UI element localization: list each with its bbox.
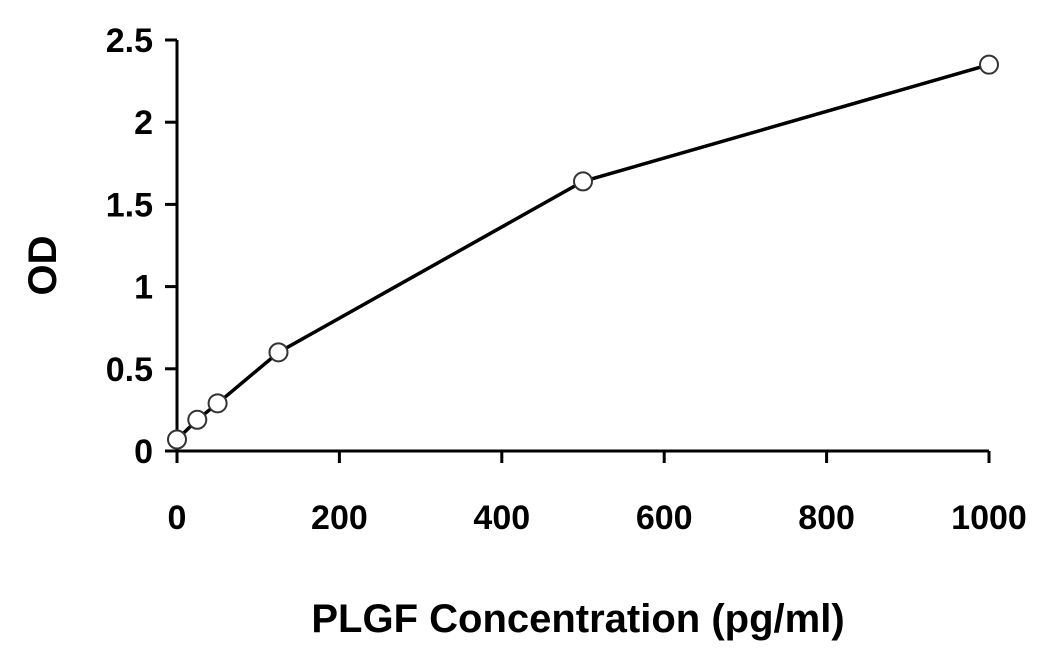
x-tick-label: 600 <box>636 499 693 537</box>
series-group <box>167 54 999 450</box>
y-tick-label: 2.5 <box>106 22 153 60</box>
x-tick-label: 800 <box>798 499 855 537</box>
x-axis-title: PLGF Concentration (pg/ml) <box>311 597 844 641</box>
data-point <box>187 409 208 430</box>
data-point <box>268 342 289 363</box>
data-point <box>979 54 999 75</box>
x-axis-ticks: 0 200 400 600 800 1000 <box>168 451 1027 537</box>
x-tick-label: 1000 <box>951 499 1027 537</box>
x-tick-label: 0 <box>168 499 187 537</box>
x-tick-label: 400 <box>473 499 530 537</box>
data-point <box>573 171 593 192</box>
y-tick-label: 1 <box>134 269 153 307</box>
data-point <box>207 393 228 414</box>
y-axis-ticks: 0 0.5 1 1.5 2 2.5 <box>106 22 177 471</box>
data-point <box>167 429 187 450</box>
y-tick-label: 0.5 <box>106 351 153 389</box>
y-axis-title: OD <box>21 236 65 296</box>
y-tick-label: 0 <box>134 433 153 471</box>
y-tick-label: 1.5 <box>106 186 153 224</box>
series-line <box>175 62 990 441</box>
x-tick-label: 200 <box>311 499 368 537</box>
y-tick-label: 2 <box>134 104 153 142</box>
